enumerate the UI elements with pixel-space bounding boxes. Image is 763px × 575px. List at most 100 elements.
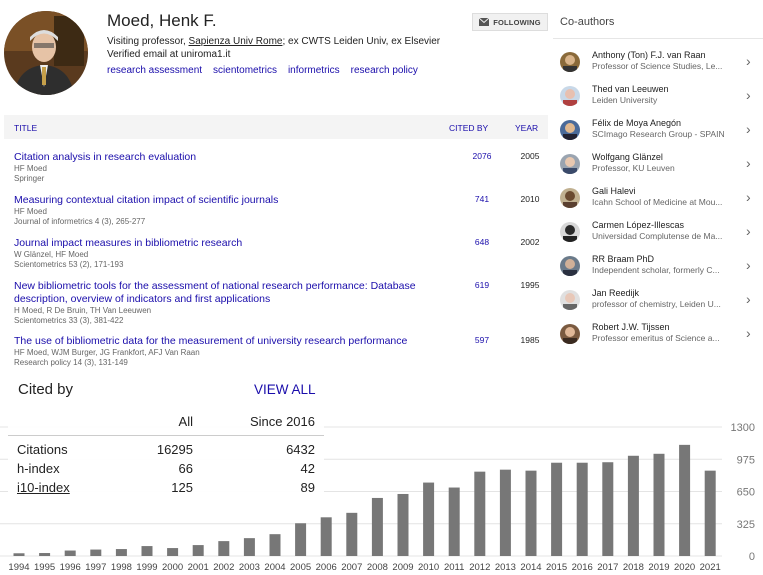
coauthor-desc: Universidad Complutense de Ma...: [592, 231, 723, 241]
x-tick-label: 1997: [85, 562, 106, 573]
interest-link[interactable]: research policy: [350, 65, 418, 76]
x-tick-label: 1998: [111, 562, 132, 573]
bar-2016[interactable]: [576, 462, 588, 556]
bar-2007[interactable]: [346, 512, 358, 556]
coauthor-avatar: [560, 256, 580, 276]
bar-1995[interactable]: [39, 553, 51, 556]
coauthor-avatar: [560, 290, 580, 310]
article-cited-count[interactable]: 2076: [472, 151, 492, 161]
article-authors: H Moed, R De Bruin, TH Van Leeuwen: [14, 306, 152, 315]
coauthor-item[interactable]: Carmen López-Illescas Universidad Complu…: [560, 220, 760, 250]
article-venue: Scientometrics 53 (2), 171-193: [14, 260, 124, 269]
x-tick-label: 2012: [469, 562, 490, 573]
bar-2003[interactable]: [243, 538, 255, 556]
coauthors-title: Co-authors: [560, 16, 615, 28]
affiliation-suffix: ; ex CWTS Leiden Univ, ex Elsevier: [282, 36, 441, 47]
article-authors: HF Moed: [14, 207, 47, 216]
x-tick-label: 2008: [367, 562, 388, 573]
article-title[interactable]: Journal impact measures in bibliometric …: [14, 237, 243, 249]
coauthor-name: RR Braam PhD: [592, 254, 655, 264]
y-tick-label: 1300: [731, 422, 755, 434]
x-tick-label: 2011: [444, 562, 464, 573]
bar-2010[interactable]: [423, 482, 435, 556]
article-authors: HF Moed: [14, 164, 47, 173]
article-cited-count[interactable]: 648: [474, 237, 490, 247]
coauthor-item[interactable]: Jan Reedijk professor of chemistry, Leid…: [560, 288, 760, 318]
bar-2009[interactable]: [397, 493, 409, 556]
profile-name: Moed, Henk F.: [107, 11, 217, 30]
bar-2005[interactable]: [295, 523, 307, 556]
bar-2008[interactable]: [371, 497, 383, 556]
coauthor-avatar: [560, 52, 580, 72]
x-tick-label: 2013: [495, 562, 516, 573]
article-title[interactable]: The use of bibliometric data for the mea…: [14, 335, 408, 347]
article-cited-count[interactable]: 597: [474, 335, 490, 345]
coauthor-item[interactable]: Wolfgang Glänzel Professor, KU Leuven ›: [560, 152, 760, 182]
coauthor-item[interactable]: RR Braam PhD Independent scholar, former…: [560, 254, 760, 284]
article-title[interactable]: Measuring contextual citation impact of …: [14, 194, 279, 206]
interest-link[interactable]: research assessment: [107, 65, 203, 76]
bar-2001[interactable]: [192, 545, 204, 556]
x-tick-label: 2002: [213, 562, 234, 573]
bar-2006[interactable]: [320, 517, 332, 556]
bar-1994[interactable]: [13, 553, 25, 556]
coauthor-item[interactable]: Anthony (Ton) F.J. van Raan Professor of…: [560, 50, 760, 80]
x-tick-label: 2007: [341, 562, 362, 573]
stats-row: h-index 66 42: [8, 459, 324, 478]
y-tick-label: 975: [737, 454, 755, 466]
coauthor-avatar: [560, 188, 580, 208]
article-title[interactable]: New bibliometric tools for the assessmen…: [14, 280, 416, 305]
bar-2017[interactable]: [602, 462, 614, 556]
article-row: New bibliometric tools for the assessmen…: [14, 280, 544, 326]
bar-2019[interactable]: [653, 453, 665, 556]
article-title[interactable]: Citation analysis in research evaluation: [14, 151, 197, 163]
bar-2004[interactable]: [269, 534, 281, 556]
stat-label-link[interactable]: i10-index: [17, 480, 70, 495]
y-tick-label: 650: [737, 487, 755, 499]
bar-2020[interactable]: [679, 444, 691, 556]
follow-button[interactable]: FOLLOWING: [472, 13, 548, 31]
stat-all: 16295: [156, 442, 193, 457]
interest-link[interactable]: scientometrics: [213, 65, 277, 76]
sort-by-title[interactable]: TITLE: [14, 123, 38, 133]
sort-by-year[interactable]: YEAR: [515, 123, 539, 133]
bar-1996[interactable]: [64, 550, 76, 556]
bar-2021[interactable]: [704, 470, 716, 556]
coauthor-item[interactable]: Robert J.W. Tijssen Professor emeritus o…: [560, 322, 760, 352]
article-authors: W Glänzel, HF Moed: [14, 250, 89, 259]
view-all-link[interactable]: VIEW ALL: [254, 382, 316, 397]
sort-by-cited[interactable]: CITED BY: [449, 123, 489, 133]
bar-1997[interactable]: [90, 549, 102, 556]
coauthor-desc: Leiden University: [592, 95, 658, 105]
chevron-right-icon: ›: [746, 325, 751, 341]
bar-2011[interactable]: [448, 487, 460, 556]
chevron-right-icon: ›: [746, 155, 751, 171]
article-cited-count[interactable]: 741: [474, 194, 490, 204]
bar-2018[interactable]: [627, 455, 639, 556]
coauthor-item[interactable]: Félix de Moya Anegón SCImago Research Gr…: [560, 118, 760, 148]
bar-1998[interactable]: [115, 549, 127, 556]
follow-label: FOLLOWING: [493, 17, 541, 27]
article-year: 1985: [520, 335, 540, 345]
x-tick-label: 2020: [674, 562, 695, 573]
bar-2012[interactable]: [474, 471, 486, 556]
coauthor-avatar: [560, 324, 580, 344]
coauthor-avatar: [560, 86, 580, 106]
col-all: All: [178, 414, 193, 429]
article-cited-count[interactable]: 619: [474, 280, 490, 290]
interest-link[interactable]: informetrics: [287, 65, 340, 76]
coauthor-item[interactable]: Thed van Leeuwen Leiden University ›: [560, 84, 760, 114]
bar-2014[interactable]: [525, 470, 537, 556]
bar-2000[interactable]: [167, 548, 179, 556]
bar-1999[interactable]: [141, 546, 153, 556]
coauthor-avatar: [560, 222, 580, 242]
bar-2015[interactable]: [551, 462, 563, 556]
bar-2013[interactable]: [499, 469, 511, 556]
citations-per-year-chart: 0 325 650 975 1300 1994 1995 1996 1997 1998 1999 20…: [0, 422, 755, 573]
bar-2002[interactable]: [218, 541, 230, 556]
chevron-right-icon: ›: [746, 87, 751, 103]
research-interests: research assessment scientometrics infor…: [107, 65, 418, 76]
affiliation-link[interactable]: Sapienza Univ Rome: [188, 36, 283, 47]
coauthor-name: Thed van Leeuwen: [592, 84, 669, 94]
coauthor-item[interactable]: Gali Halevi Icahn School of Medicine at …: [560, 186, 760, 216]
